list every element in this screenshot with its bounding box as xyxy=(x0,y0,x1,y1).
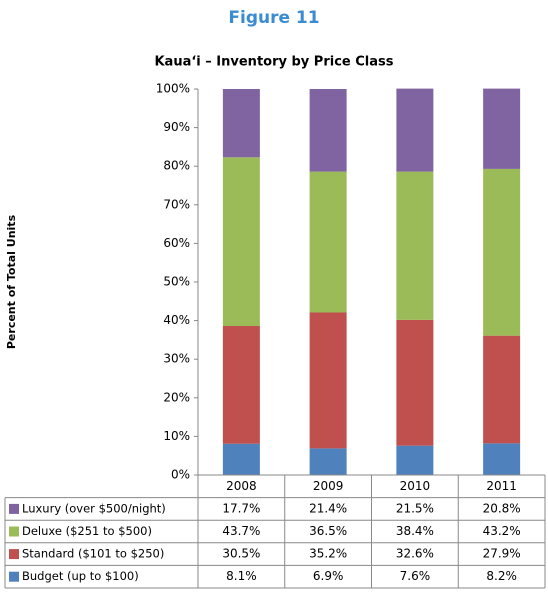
data-label: 27.9% xyxy=(483,547,521,561)
chart-title: Kaua‘i – Inventory by Price Class xyxy=(154,55,393,70)
bar-segment xyxy=(483,168,521,336)
data-label: 30.5% xyxy=(222,547,260,561)
data-label: 32.6% xyxy=(396,547,434,561)
data-label: 20.8% xyxy=(483,501,521,515)
data-label: 8.2% xyxy=(486,569,517,583)
data-label: 43.2% xyxy=(483,524,521,538)
x-tick-label: 2011 xyxy=(486,479,517,493)
bar-segment xyxy=(309,171,347,313)
bar-segment xyxy=(396,445,434,475)
legend-swatch xyxy=(9,526,19,537)
y-tick-label: 70% xyxy=(163,197,190,211)
legend-swatch xyxy=(9,503,19,514)
data-label: 7.6% xyxy=(400,569,431,583)
bar-segment xyxy=(222,326,260,444)
bar-segment xyxy=(396,88,434,172)
y-tick-label: 30% xyxy=(163,352,190,366)
data-label: 38.4% xyxy=(396,524,434,538)
y-axis-label: Percent of Total Units xyxy=(5,214,18,349)
bar-segment xyxy=(483,88,521,169)
bar-segment xyxy=(483,335,521,444)
x-tick-label: 2010 xyxy=(400,479,431,493)
bar-segment xyxy=(483,443,521,475)
bar-segment xyxy=(396,171,434,320)
data-label: 6.9% xyxy=(313,569,344,583)
bar-segment xyxy=(222,157,260,327)
data-label: 43.7% xyxy=(222,524,260,538)
x-tick-label: 2008 xyxy=(226,479,257,493)
y-tick-label: 50% xyxy=(163,275,190,289)
y-tick-label: 80% xyxy=(163,159,190,173)
y-tick-label: 60% xyxy=(163,236,190,250)
bar-segment xyxy=(309,312,347,449)
bar-segment xyxy=(309,448,347,475)
legend-swatch xyxy=(9,571,19,582)
bar-segment xyxy=(222,89,260,158)
data-label: 36.5% xyxy=(309,524,347,538)
y-tick-label: 40% xyxy=(163,313,190,327)
data-label: 21.4% xyxy=(309,501,347,515)
bar-segment xyxy=(222,443,260,475)
data-label: 21.5% xyxy=(396,501,434,515)
figure-label: Figure 11 xyxy=(228,8,319,28)
y-tick-label: 0% xyxy=(171,468,190,482)
data-label: 35.2% xyxy=(309,547,347,561)
y-tick-label: 10% xyxy=(163,429,190,443)
data-label: 8.1% xyxy=(226,569,257,583)
legend-label: Deluxe ($251 to $500) xyxy=(22,524,152,538)
data-label: 17.7% xyxy=(222,501,260,515)
x-tick-label: 2009 xyxy=(313,479,344,493)
bar-segment xyxy=(396,319,434,446)
legend-label: Luxury (over $500/night) xyxy=(22,501,166,515)
y-tick-label: 90% xyxy=(163,120,190,134)
legend-swatch xyxy=(9,549,19,560)
bar-segment xyxy=(309,89,347,172)
legend-label: Standard ($101 to $250) xyxy=(22,547,164,561)
y-tick-label: 100% xyxy=(156,82,190,96)
legend-label: Budget (up to $100) xyxy=(22,569,139,583)
y-tick-label: 20% xyxy=(163,390,190,404)
